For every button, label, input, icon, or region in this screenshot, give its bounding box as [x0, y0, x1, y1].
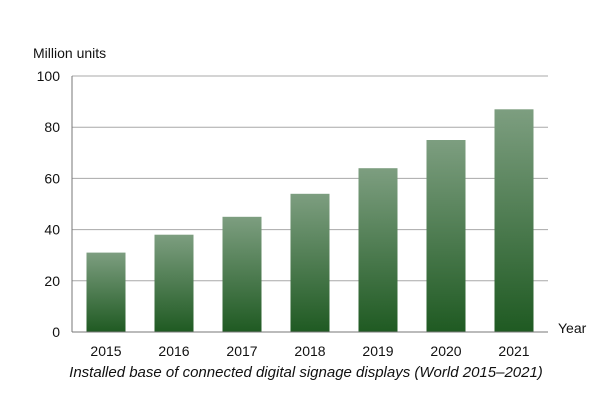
- bar-2021: [494, 109, 534, 332]
- y-axis-title: Million units: [33, 45, 106, 61]
- y-tick-label: 0: [52, 324, 60, 340]
- x-axis-title: Year: [558, 320, 587, 336]
- y-tick-label: 80: [44, 119, 60, 135]
- y-tick-label: 100: [37, 68, 61, 84]
- axes: [71, 76, 548, 333]
- bar-2015: [86, 252, 126, 332]
- x-tick-label: 2018: [294, 343, 325, 359]
- x-tick-label: 2019: [362, 343, 393, 359]
- bars: [86, 109, 534, 332]
- x-tick-label: 2016: [158, 343, 189, 359]
- x-tick-labels: 2015 2016 2017 2018 2019 2020 2021: [90, 343, 529, 359]
- bar-2016: [154, 234, 194, 332]
- grid-lines: [72, 75, 548, 282]
- bar-2017: [222, 216, 262, 332]
- chart-caption: Installed base of connected digital sign…: [69, 364, 543, 381]
- x-tick-label: 2021: [498, 343, 529, 359]
- y-tick-label: 60: [44, 170, 60, 186]
- y-tick-label: 40: [44, 222, 60, 238]
- x-tick-label: 2020: [430, 343, 461, 359]
- y-tick-labels: 0 20 40 60 80 100: [37, 68, 61, 340]
- bar-2020: [426, 140, 466, 332]
- x-tick-label: 2017: [226, 343, 257, 359]
- x-tick-label: 2015: [90, 343, 121, 359]
- y-tick-label: 20: [44, 273, 60, 289]
- bar-2018: [290, 193, 330, 332]
- bar-2019: [358, 168, 398, 332]
